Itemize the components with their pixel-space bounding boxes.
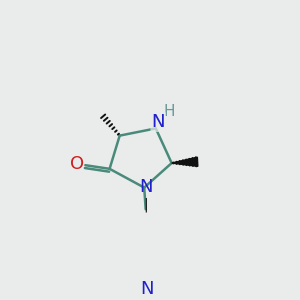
Text: O: O — [70, 155, 84, 173]
Text: |: | — [143, 197, 148, 212]
Text: H: H — [164, 103, 176, 118]
Text: N: N — [151, 113, 165, 131]
Text: N: N — [139, 178, 152, 196]
Polygon shape — [172, 157, 198, 167]
Text: N: N — [140, 280, 153, 298]
Text: N: N — [151, 113, 165, 131]
